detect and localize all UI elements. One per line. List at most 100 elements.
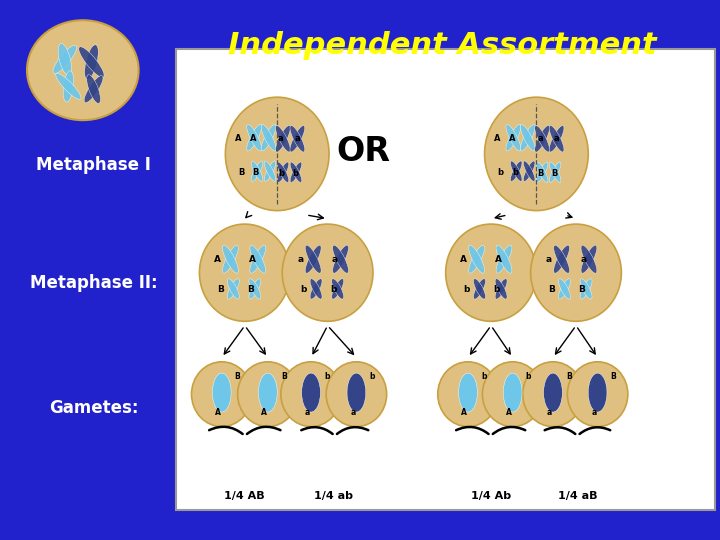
- Ellipse shape: [53, 45, 76, 73]
- Ellipse shape: [559, 279, 570, 299]
- Text: A: A: [248, 255, 256, 264]
- Ellipse shape: [63, 71, 73, 102]
- Ellipse shape: [305, 245, 321, 273]
- Ellipse shape: [249, 279, 261, 299]
- Text: A: A: [509, 134, 516, 143]
- Ellipse shape: [496, 245, 512, 273]
- Text: B: B: [281, 373, 287, 381]
- Ellipse shape: [261, 124, 276, 151]
- Ellipse shape: [549, 125, 564, 152]
- Text: a: a: [350, 408, 356, 416]
- Text: A: A: [506, 408, 512, 416]
- Ellipse shape: [264, 161, 276, 181]
- Ellipse shape: [333, 245, 348, 273]
- Ellipse shape: [310, 279, 322, 299]
- Ellipse shape: [333, 245, 348, 273]
- Text: Independent Assortment: Independent Assortment: [228, 31, 657, 60]
- Text: B: B: [552, 170, 557, 178]
- Ellipse shape: [55, 73, 81, 99]
- Ellipse shape: [85, 45, 98, 79]
- Ellipse shape: [225, 97, 329, 211]
- Ellipse shape: [531, 224, 621, 321]
- Text: b: b: [330, 286, 336, 294]
- FancyBboxPatch shape: [176, 49, 715, 510]
- Text: 1/4 aB: 1/4 aB: [558, 491, 597, 501]
- Ellipse shape: [228, 279, 239, 299]
- Text: A: A: [261, 408, 267, 416]
- Text: 1/4 Ab: 1/4 Ab: [471, 491, 511, 501]
- Ellipse shape: [503, 373, 522, 412]
- Ellipse shape: [482, 362, 543, 427]
- Ellipse shape: [469, 245, 485, 273]
- Text: Metaphase I: Metaphase I: [36, 156, 151, 174]
- Ellipse shape: [474, 279, 485, 299]
- Ellipse shape: [251, 161, 263, 181]
- Ellipse shape: [290, 162, 302, 183]
- Ellipse shape: [523, 362, 583, 427]
- Text: A: A: [235, 134, 242, 143]
- Ellipse shape: [250, 245, 266, 273]
- Ellipse shape: [332, 279, 343, 299]
- Ellipse shape: [506, 124, 521, 151]
- Text: Metaphase II:: Metaphase II:: [30, 274, 158, 293]
- Text: a: a: [332, 255, 338, 264]
- Text: b: b: [464, 286, 469, 294]
- Ellipse shape: [326, 362, 387, 427]
- Text: B: B: [238, 168, 244, 177]
- Ellipse shape: [192, 362, 252, 427]
- Ellipse shape: [290, 125, 305, 152]
- Text: B: B: [253, 168, 258, 177]
- Text: A: A: [214, 255, 221, 264]
- Ellipse shape: [290, 125, 305, 152]
- Text: b: b: [324, 373, 330, 381]
- Text: b: b: [512, 168, 518, 177]
- Ellipse shape: [27, 20, 139, 120]
- Ellipse shape: [281, 362, 341, 427]
- Ellipse shape: [495, 279, 507, 299]
- Ellipse shape: [567, 362, 628, 427]
- Ellipse shape: [469, 245, 485, 273]
- Text: B: B: [217, 286, 224, 294]
- Text: 1/4 AB: 1/4 AB: [225, 491, 265, 501]
- Ellipse shape: [282, 224, 373, 321]
- Text: A: A: [462, 408, 467, 416]
- Ellipse shape: [554, 245, 570, 273]
- Ellipse shape: [535, 125, 549, 152]
- Ellipse shape: [438, 362, 498, 427]
- Ellipse shape: [347, 373, 366, 412]
- Ellipse shape: [495, 279, 507, 299]
- Ellipse shape: [264, 161, 276, 181]
- Ellipse shape: [249, 279, 261, 299]
- Text: B: B: [611, 373, 616, 381]
- Ellipse shape: [496, 245, 512, 273]
- Ellipse shape: [302, 373, 320, 412]
- Text: a: a: [580, 255, 586, 264]
- Text: A: A: [460, 255, 467, 264]
- Text: b: b: [526, 373, 531, 381]
- Ellipse shape: [305, 245, 321, 273]
- Ellipse shape: [222, 245, 238, 273]
- Ellipse shape: [290, 162, 302, 183]
- Ellipse shape: [485, 97, 588, 211]
- Text: b: b: [481, 373, 487, 381]
- Text: Gametes:: Gametes:: [49, 399, 138, 417]
- Ellipse shape: [510, 161, 522, 181]
- Ellipse shape: [222, 245, 238, 273]
- Text: b: b: [369, 373, 375, 381]
- Ellipse shape: [228, 279, 239, 299]
- Ellipse shape: [258, 373, 277, 412]
- Ellipse shape: [535, 125, 549, 152]
- Ellipse shape: [276, 125, 290, 152]
- Ellipse shape: [549, 125, 564, 152]
- Ellipse shape: [549, 162, 561, 183]
- Ellipse shape: [580, 279, 592, 299]
- Ellipse shape: [554, 245, 570, 273]
- Text: a: a: [554, 134, 559, 143]
- Ellipse shape: [78, 47, 104, 77]
- Text: B: B: [548, 286, 555, 294]
- Text: OR: OR: [337, 134, 391, 168]
- Text: A: A: [495, 255, 502, 264]
- Ellipse shape: [86, 75, 101, 104]
- Text: b: b: [300, 286, 306, 294]
- Ellipse shape: [277, 162, 289, 183]
